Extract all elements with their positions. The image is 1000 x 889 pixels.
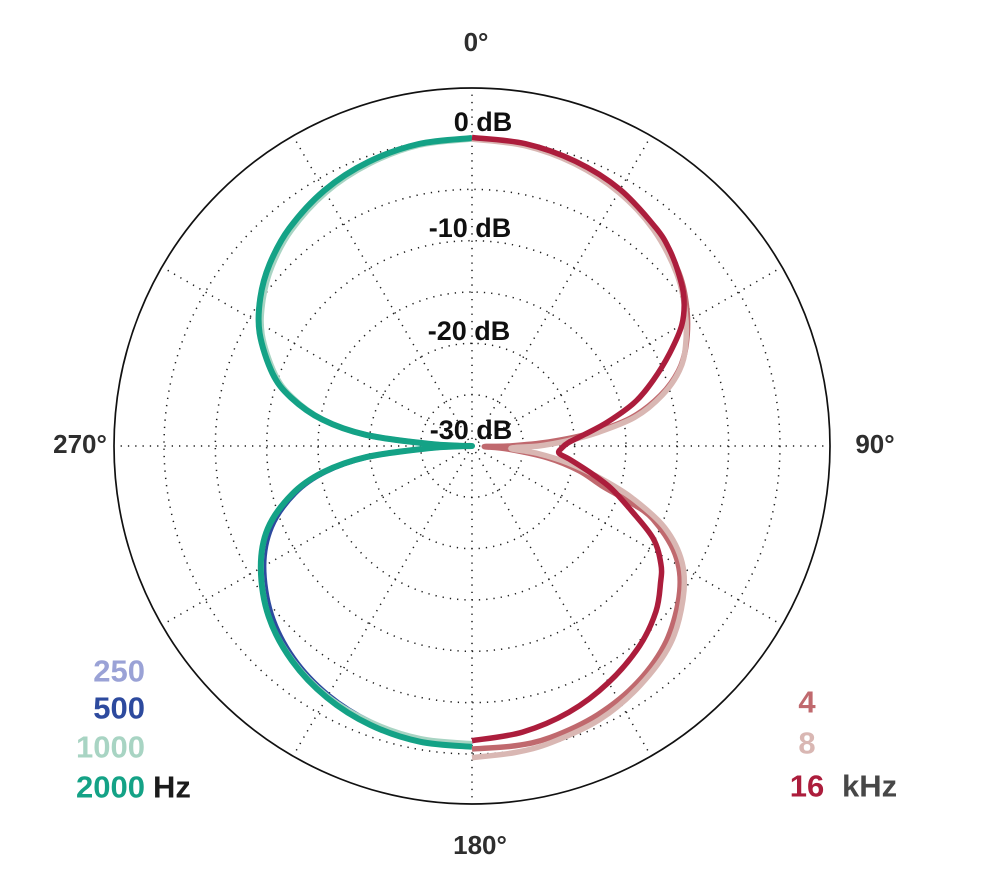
curve-8khz [471,136,690,761]
grid-ring--10db [265,239,679,653]
radial-tick-minus10db: -10 dB [429,213,512,243]
grid-ring--20db [368,342,576,550]
legend-item-4khz: 4 [798,685,816,720]
grid-spoke-120deg [477,448,780,625]
legend-low-frequencies: 250 500 1000 2000 Hz [76,654,191,805]
curves-layer [255,134,691,761]
grid-spoke-30deg [474,138,651,441]
grid-ring--5db [214,188,730,704]
legend-item-500hz: 500 [93,691,145,726]
grid-spoke-330deg [293,138,470,441]
radial-tick-minus30db: -30 dB [430,415,513,445]
legend-high-frequencies: 4 8 16 kHz [790,685,897,804]
legend-item-16khz: 16 [790,769,824,804]
legend-item-8khz: 8 [798,726,815,761]
angle-label-180deg: 180° [453,830,507,860]
angle-label-90deg: 90° [855,429,894,459]
grid-ring-0db [163,137,781,755]
grid-ring--15db [317,291,627,601]
radial-tick-minus20db: -20 dB [428,316,511,346]
legend-item-2000hz: 2000 [76,770,145,805]
grid-spoke-210deg [293,451,470,754]
curve-2000hz [255,135,475,750]
angle-label-270deg: 270° [53,429,107,459]
grid-layer [113,87,831,805]
legend-item-1000hz: 1000 [76,730,145,765]
legend-unit-khz: kHz [842,769,897,804]
outer-frame-circle [113,87,831,805]
curve-16khz [471,134,687,744]
legend-unit-hz: Hz [153,770,191,805]
radial-tick-0db: 0 dB [454,107,513,137]
angle-label-0deg: 0° [464,27,489,57]
legend-item-250hz: 250 [93,654,145,689]
